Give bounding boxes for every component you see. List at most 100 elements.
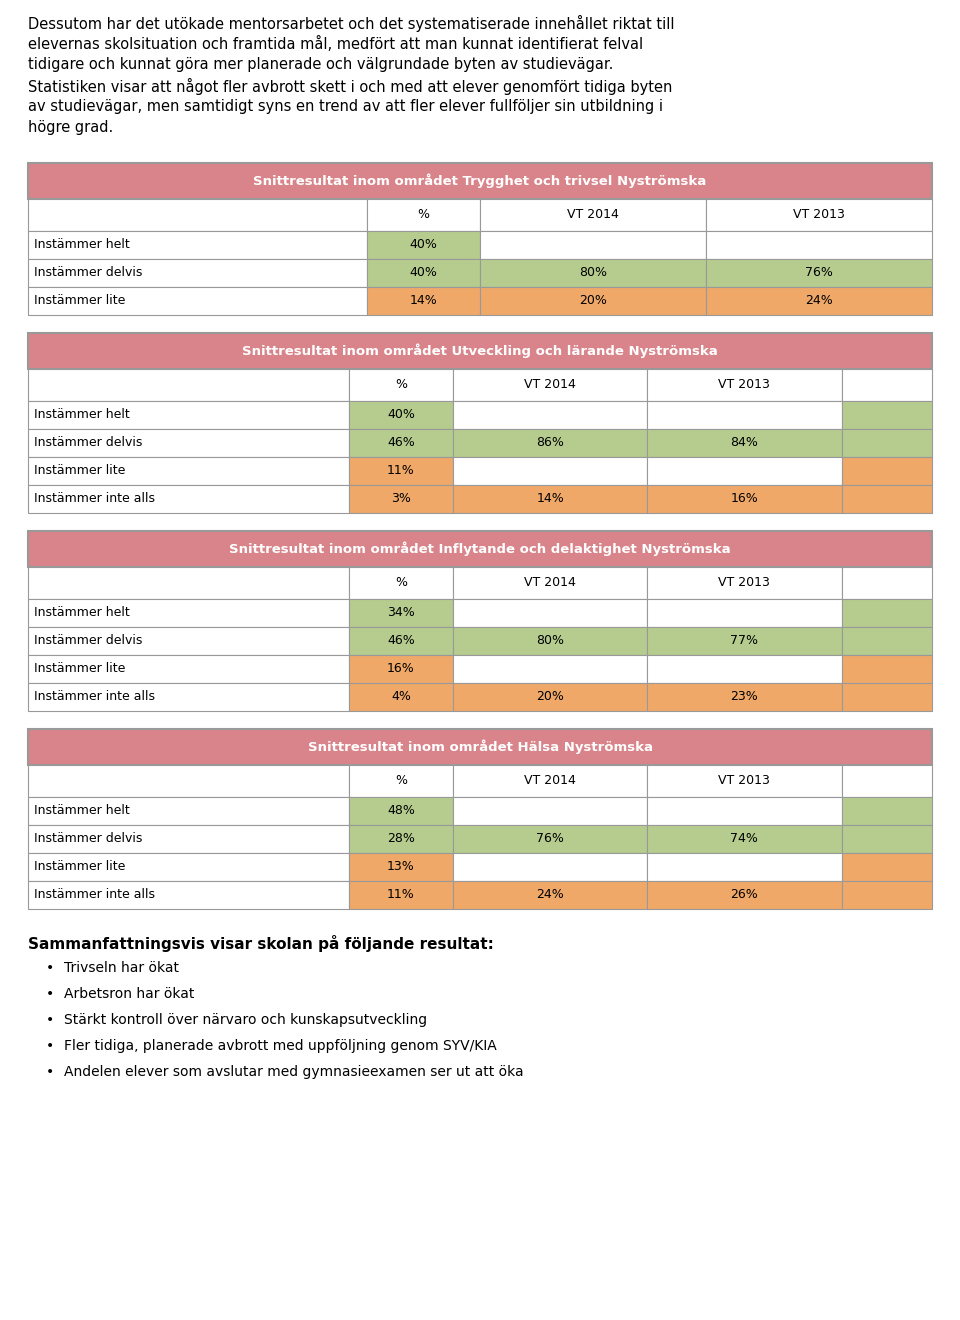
Text: VT 2013: VT 2013 <box>718 775 770 788</box>
Text: av studievägar, men samtidigt syns en trend av att fler elever fullföljer sin ut: av studievägar, men samtidigt syns en tr… <box>28 99 663 114</box>
Text: VT 2014: VT 2014 <box>567 209 619 222</box>
Bar <box>706 231 932 259</box>
Text: 16%: 16% <box>731 492 758 506</box>
Text: Instämmer inte alls: Instämmer inte alls <box>34 690 155 704</box>
Bar <box>453 766 647 797</box>
Text: Instämmer lite: Instämmer lite <box>34 861 126 874</box>
Bar <box>647 599 842 627</box>
Text: %: % <box>418 209 429 222</box>
Text: VT 2014: VT 2014 <box>524 379 576 392</box>
Bar <box>706 286 932 315</box>
Text: Trivseln har ökat: Trivseln har ökat <box>64 961 179 975</box>
Bar <box>28 484 348 513</box>
Text: •: • <box>46 987 55 1001</box>
Bar <box>453 627 647 655</box>
Bar <box>367 231 480 259</box>
Bar <box>28 729 932 766</box>
Bar <box>480 199 706 231</box>
Text: VT 2013: VT 2013 <box>718 577 770 590</box>
Bar <box>348 797 453 825</box>
Text: 76%: 76% <box>536 833 564 846</box>
Bar <box>706 259 932 286</box>
Text: 14%: 14% <box>410 294 438 308</box>
Bar <box>28 401 348 429</box>
Text: Instämmer inte alls: Instämmer inte alls <box>34 888 155 902</box>
Text: VT 2014: VT 2014 <box>524 775 576 788</box>
Bar <box>647 429 842 457</box>
Bar <box>453 797 647 825</box>
Text: Instämmer lite: Instämmer lite <box>34 465 126 478</box>
Bar <box>348 599 453 627</box>
Bar <box>453 880 647 909</box>
Text: Instämmer helt: Instämmer helt <box>34 606 130 619</box>
Bar <box>28 199 367 231</box>
Text: Andelen elever som avslutar med gymnasieexamen ser ut att öka: Andelen elever som avslutar med gymnasie… <box>64 1065 523 1078</box>
Text: Instämmer lite: Instämmer lite <box>34 663 126 676</box>
Bar <box>28 655 348 682</box>
Bar <box>842 401 932 429</box>
Bar <box>348 825 453 853</box>
Text: 28%: 28% <box>387 833 415 846</box>
Text: 11%: 11% <box>387 888 415 902</box>
Text: elevernas skolsituation och framtida mål, medfört att man kunnat identifierat fe: elevernas skolsituation och framtida mål… <box>28 36 643 51</box>
Text: 16%: 16% <box>387 663 415 676</box>
Bar <box>453 568 647 599</box>
Text: •: • <box>46 1039 55 1053</box>
Bar <box>842 370 932 401</box>
Text: %: % <box>395 775 407 788</box>
Text: VT 2014: VT 2014 <box>524 577 576 590</box>
Bar <box>28 531 932 568</box>
Bar <box>842 457 932 484</box>
Bar <box>28 162 932 199</box>
Text: 13%: 13% <box>387 861 415 874</box>
Text: •: • <box>46 1065 55 1078</box>
Text: Instämmer delvis: Instämmer delvis <box>34 437 142 450</box>
Text: Instämmer lite: Instämmer lite <box>34 294 126 308</box>
Bar <box>480 286 706 315</box>
Text: 3%: 3% <box>391 492 411 506</box>
Bar <box>348 484 453 513</box>
Bar <box>647 880 842 909</box>
Text: Snittresultat inom området Utveckling och lärande Nyströmska: Snittresultat inom området Utveckling oc… <box>242 343 718 358</box>
Text: tidigare och kunnat göra mer planerade och välgrundade byten av studievägar.: tidigare och kunnat göra mer planerade o… <box>28 57 613 73</box>
Bar <box>453 401 647 429</box>
Text: Instämmer helt: Instämmer helt <box>34 239 130 252</box>
Bar <box>453 457 647 484</box>
Bar <box>842 682 932 711</box>
Text: 20%: 20% <box>536 690 564 704</box>
Text: 26%: 26% <box>731 888 758 902</box>
Bar <box>367 286 480 315</box>
Text: Snittresultat inom området Trygghet och trivsel Nyströmska: Snittresultat inom området Trygghet och … <box>253 174 707 189</box>
Text: 40%: 40% <box>410 267 438 280</box>
Bar <box>348 880 453 909</box>
Bar <box>842 853 932 880</box>
Bar <box>647 627 842 655</box>
Bar <box>28 259 367 286</box>
Bar <box>28 825 348 853</box>
Text: 24%: 24% <box>537 888 564 902</box>
Bar <box>28 880 348 909</box>
Text: 40%: 40% <box>410 239 438 252</box>
Bar <box>842 484 932 513</box>
Bar <box>453 370 647 401</box>
Bar <box>647 457 842 484</box>
Text: 20%: 20% <box>579 294 607 308</box>
Bar <box>842 655 932 682</box>
Bar <box>28 457 348 484</box>
Bar <box>480 231 706 259</box>
Bar <box>28 627 348 655</box>
Bar <box>842 599 932 627</box>
Bar <box>842 429 932 457</box>
Bar <box>28 797 348 825</box>
Text: Fler tidiga, planerade avbrott med uppföljning genom SYV/KIA: Fler tidiga, planerade avbrott med uppfö… <box>64 1039 496 1053</box>
Bar <box>28 766 348 797</box>
Bar <box>348 568 453 599</box>
Text: Instämmer delvis: Instämmer delvis <box>34 833 142 846</box>
Text: 34%: 34% <box>387 606 415 619</box>
Bar <box>348 655 453 682</box>
Bar <box>367 259 480 286</box>
Bar <box>647 568 842 599</box>
Bar <box>28 682 348 711</box>
Text: VT 2013: VT 2013 <box>793 209 845 222</box>
Bar <box>647 766 842 797</box>
